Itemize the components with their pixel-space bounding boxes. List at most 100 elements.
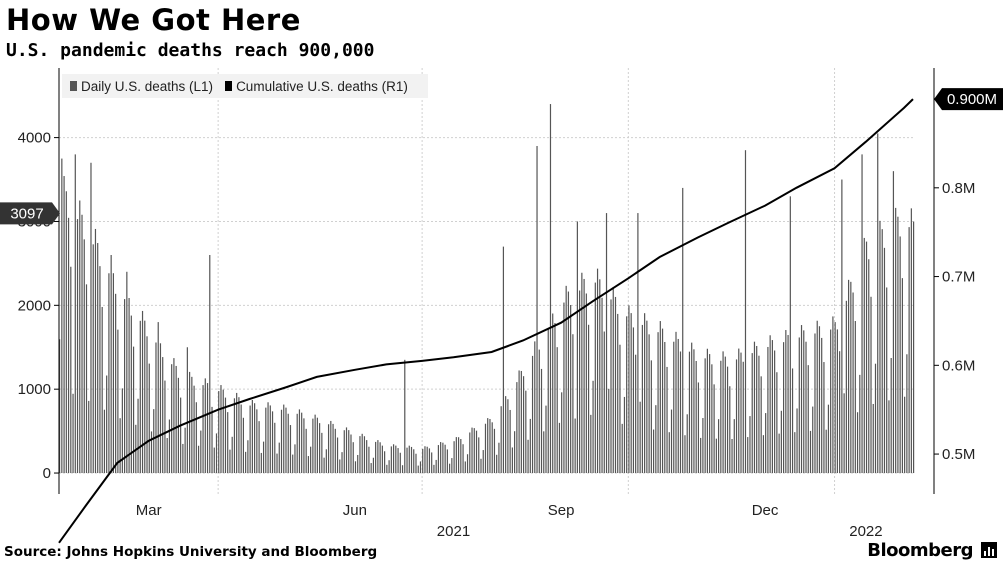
daily-bar (496, 454, 498, 474)
daily-bar (180, 397, 182, 474)
daily-bar (693, 349, 695, 474)
daily-bar (603, 331, 605, 474)
daily-bar (260, 452, 262, 474)
daily-bar (717, 419, 720, 474)
daily-bar (679, 351, 682, 474)
legend: Daily U.S. deaths (L1) Cumulative U.S. d… (62, 74, 428, 98)
daily-bar (697, 382, 700, 474)
daily-bar (424, 446, 426, 474)
daily-bar (738, 348, 740, 474)
daily-bar (410, 446, 413, 474)
daily-bar (832, 316, 834, 474)
daily-bar (751, 353, 753, 474)
daily-bar (847, 279, 850, 474)
daily-bar (397, 448, 399, 474)
daily-bar (760, 376, 762, 474)
daily-bar (720, 360, 722, 474)
daily-bar (88, 400, 90, 474)
daily-bar (314, 414, 316, 474)
daily-bar (516, 382, 518, 474)
daily-bar (731, 439, 733, 474)
daily-bar (749, 416, 751, 474)
daily-bar (294, 444, 296, 474)
daily-bar (359, 436, 361, 474)
daily-bar (101, 306, 103, 474)
daily-bar (628, 305, 630, 474)
daily-bar (724, 356, 726, 474)
daily-bar (666, 366, 668, 474)
daily-bar (341, 452, 343, 474)
daily-bar (215, 433, 218, 474)
daily-bar (59, 339, 61, 474)
daily-bar (388, 460, 390, 474)
daily-bar (630, 313, 632, 474)
left-tick-label: 2000 (18, 297, 51, 314)
daily-bar (711, 364, 713, 474)
daily-bar (852, 292, 854, 474)
daily-bar (762, 435, 765, 474)
daily-bar (747, 437, 749, 474)
daily-bar (489, 418, 491, 474)
daily-bar (498, 442, 500, 474)
daily-bar (668, 432, 670, 474)
daily-bar (141, 310, 144, 474)
daily-bar (641, 324, 643, 474)
daily-bar (242, 417, 245, 474)
daily-bar (159, 343, 162, 474)
legend-label-daily: Daily U.S. deaths (L1) (81, 78, 214, 94)
daily-bar (886, 287, 888, 474)
daily-bar (372, 457, 375, 474)
daily-bar (262, 441, 265, 474)
daily-bar (74, 154, 76, 474)
cumulative-last-value-label: 0.900M (947, 91, 997, 108)
daily-bar (404, 359, 406, 474)
daily-bar (527, 439, 529, 474)
cumulative-last-value-badge (934, 88, 1003, 111)
daily-bar (644, 313, 646, 474)
daily-bar (276, 453, 278, 474)
daily-bar (79, 200, 81, 474)
daily-bars (59, 104, 915, 474)
daily-bar (148, 363, 150, 474)
daily-bar (103, 409, 106, 474)
daily-bar (457, 437, 460, 474)
daily-bar (753, 341, 756, 474)
daily-bar (283, 404, 285, 474)
daily-bar (904, 396, 906, 474)
daily-bar (599, 279, 601, 474)
daily-bar (536, 145, 538, 474)
daily-bar (417, 465, 419, 474)
daily-bar (408, 445, 410, 474)
daily-bar (807, 365, 809, 474)
daily-bar (780, 410, 782, 474)
chart-subtitle: U.S. pandemic deaths reach 900,000 (6, 40, 375, 61)
daily-bar (422, 448, 424, 474)
daily-bar (289, 425, 292, 474)
daily-bar (659, 321, 661, 474)
daily-bar (475, 430, 478, 474)
daily-bar (874, 363, 877, 474)
daily-bar (193, 385, 195, 474)
daily-bar (435, 459, 437, 474)
daily-bar (776, 372, 778, 474)
daily-bar (117, 329, 119, 474)
daily-bar (861, 154, 863, 474)
daily-bar (99, 266, 101, 474)
daily-bar (715, 438, 717, 474)
daily-bar (908, 227, 910, 474)
daily-bar (437, 445, 440, 474)
daily-bar (906, 354, 908, 474)
daily-bar (245, 451, 247, 474)
x-tick-label: Dec (752, 502, 779, 519)
daily-bar (65, 191, 67, 474)
daily-bar (825, 429, 827, 474)
daily-bar (446, 449, 448, 474)
daily-bar (265, 407, 267, 474)
daily-bar (809, 430, 812, 474)
daily-bar (231, 436, 233, 474)
daily-bar (251, 399, 253, 474)
daily-bar (249, 405, 251, 474)
daily-bar (872, 403, 874, 474)
daily-bar (657, 332, 659, 474)
daily-bar (805, 341, 807, 474)
